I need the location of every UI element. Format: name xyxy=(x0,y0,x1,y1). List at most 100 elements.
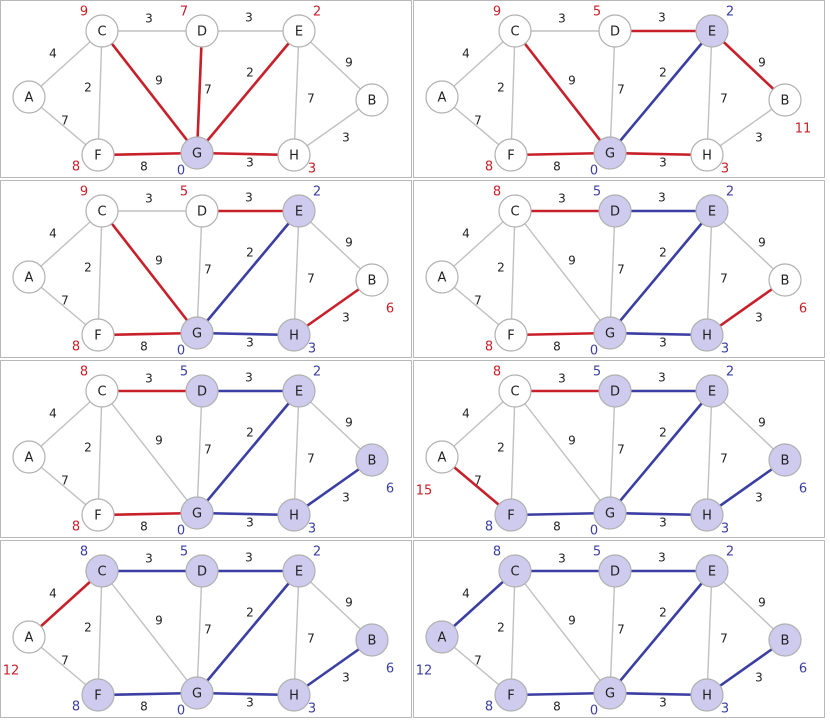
node-label: F xyxy=(94,149,101,164)
node-label: A xyxy=(438,631,447,646)
distance-label-h: 3 xyxy=(721,702,729,717)
node-label: A xyxy=(25,91,34,106)
node-circle xyxy=(695,554,729,588)
edge-c-g xyxy=(101,570,198,694)
weight-label-e-b: 9 xyxy=(758,416,766,430)
edge-c-g xyxy=(100,210,199,334)
node-circle xyxy=(355,263,389,297)
weight-label-c-d: 3 xyxy=(145,12,153,26)
weight-label-f-g: 8 xyxy=(553,340,561,354)
weight-label-d-g: 7 xyxy=(204,83,212,97)
node-h: H xyxy=(277,138,311,172)
node-label: G xyxy=(605,687,615,702)
node-b: B xyxy=(355,623,389,657)
weight-label-e-b: 9 xyxy=(345,56,353,70)
node-circle xyxy=(85,374,119,408)
weight-label-a-f: 7 xyxy=(474,654,482,668)
distance-label-g: 0 xyxy=(590,344,598,359)
distance-label-g: 0 xyxy=(590,164,598,179)
node-label: B xyxy=(368,634,377,649)
node-d: D xyxy=(185,554,219,588)
weight-label-h-b: 3 xyxy=(755,131,763,145)
node-a: A xyxy=(12,80,46,114)
node-circle xyxy=(598,554,632,588)
weight-label-c-g: 9 xyxy=(155,614,163,628)
weight-label-e-h: 7 xyxy=(307,632,315,646)
node-e: E xyxy=(695,554,729,588)
node-h: H xyxy=(690,138,724,172)
weight-label-d-e: 3 xyxy=(245,551,253,565)
node-circle xyxy=(185,14,219,48)
node-a: A xyxy=(12,440,46,474)
node-circle xyxy=(598,374,632,408)
node-b: B xyxy=(768,263,802,297)
weight-label-a-f: 7 xyxy=(474,474,482,488)
node-circle xyxy=(81,498,115,532)
weight-label-a-c: 4 xyxy=(49,407,57,421)
node-h: H xyxy=(690,318,724,352)
weight-label-e-g: 2 xyxy=(246,246,254,260)
weight-label-d-e: 3 xyxy=(658,551,666,565)
edge-e-h xyxy=(293,390,300,516)
node-label: D xyxy=(610,205,620,220)
edge-e-h xyxy=(706,390,713,516)
weight-label-f-g: 8 xyxy=(140,520,148,534)
node-a: A xyxy=(12,260,46,294)
node-circle xyxy=(768,83,802,117)
weight-label-d-e: 3 xyxy=(658,191,666,205)
node-h: H xyxy=(277,678,311,712)
distance-label-b: 6 xyxy=(386,662,394,677)
edge-d-g xyxy=(196,210,203,334)
edge-d-g xyxy=(609,390,616,514)
weight-label-g-h: 3 xyxy=(246,156,254,170)
node-a: A xyxy=(425,80,459,114)
node-label: E xyxy=(295,385,303,400)
weight-label-e-b: 9 xyxy=(758,236,766,250)
weight-label-f-g: 8 xyxy=(553,700,561,714)
node-a: A xyxy=(425,440,459,474)
distance-label-d: 5 xyxy=(593,545,601,560)
node-label: H xyxy=(702,329,712,344)
node-circle xyxy=(277,138,311,172)
node-label: D xyxy=(197,565,207,580)
node-c: C xyxy=(498,194,532,228)
node-e: E xyxy=(282,194,316,228)
edge-e-b xyxy=(711,570,786,641)
weight-label-c-f: 2 xyxy=(84,261,92,275)
weight-label-e-h: 7 xyxy=(720,632,728,646)
node-circle xyxy=(498,14,532,48)
node-a: A xyxy=(425,620,459,654)
node-label: G xyxy=(192,687,202,702)
edge-d-g xyxy=(196,570,203,694)
weight-label-a-c: 4 xyxy=(49,587,57,601)
weight-label-a-c: 4 xyxy=(49,47,57,61)
node-label: F xyxy=(94,689,101,704)
weight-label-c-f: 2 xyxy=(84,441,92,455)
weight-label-e-h: 7 xyxy=(720,452,728,466)
weight-label-a-f: 7 xyxy=(61,114,69,128)
weight-label-h-b: 3 xyxy=(755,671,763,685)
node-label: H xyxy=(289,329,299,344)
weight-label-c-d: 3 xyxy=(145,192,153,206)
node-label: A xyxy=(438,451,447,466)
weight-label-c-d: 3 xyxy=(145,372,153,386)
node-h: H xyxy=(690,678,724,712)
node-label: A xyxy=(438,91,447,106)
weight-label-c-f: 2 xyxy=(497,81,505,95)
node-label: H xyxy=(702,509,712,524)
node-circle xyxy=(355,623,389,657)
edge-c-g xyxy=(513,30,612,154)
distance-label-d: 5 xyxy=(180,365,188,380)
distance-label-a: 15 xyxy=(416,484,433,499)
distance-label-h: 3 xyxy=(721,162,729,177)
node-circle xyxy=(185,554,219,588)
node-label: G xyxy=(192,327,202,342)
node-f: F xyxy=(81,498,115,532)
distance-label-e: 2 xyxy=(726,365,734,380)
node-circle xyxy=(695,194,729,228)
node-circle xyxy=(695,374,729,408)
weight-label-e-h: 7 xyxy=(720,92,728,106)
